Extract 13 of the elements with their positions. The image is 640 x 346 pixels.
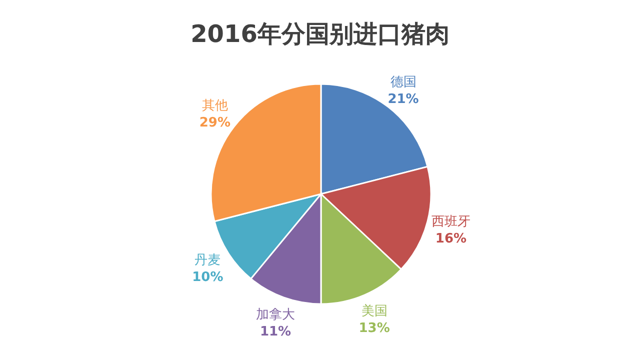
data-label: 21% — [388, 92, 419, 107]
slice-label: 加拿大 — [256, 307, 296, 322]
data-label: 16% — [435, 231, 467, 246]
slice-label: 美国 — [361, 303, 388, 320]
slice-label: 德国 — [390, 74, 416, 90]
data-label: 11% — [260, 324, 292, 340]
slice-label: 其他 — [202, 98, 228, 114]
slice-label: 丹麦 — [194, 252, 221, 268]
data-label: 10% — [192, 270, 224, 285]
data-label: 13% — [358, 321, 390, 336]
data-label: 29% — [199, 116, 231, 131]
slice-label: 西班牙 — [431, 214, 470, 230]
chart-title: 2016年分国别进口猪肉 — [190, 20, 450, 48]
